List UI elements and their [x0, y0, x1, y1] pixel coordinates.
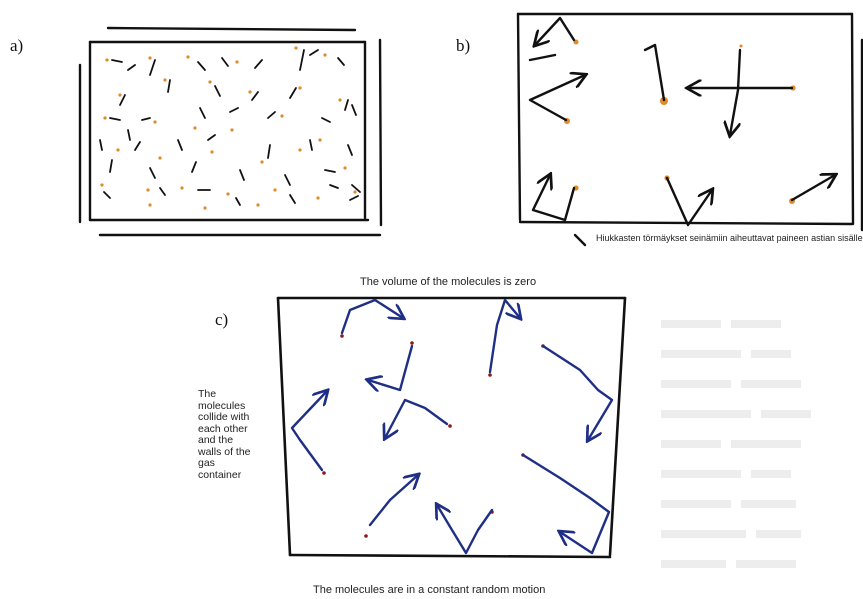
panel-a-label: a)	[10, 36, 24, 55]
panel-c-caption-top: The volume of the molecules is zero	[360, 276, 537, 288]
faint-background-text	[661, 320, 811, 568]
side-caption-line: each other	[198, 422, 248, 435]
panel-b-label: b)	[456, 36, 471, 55]
side-caption-line: and the	[198, 434, 234, 446]
panel-b-caption: Hiukkasten törmäykset seinämiin aiheutta…	[596, 233, 863, 243]
panel-c-container	[276, 296, 627, 559]
side-caption-line: walls of the	[198, 445, 251, 458]
panel-c-label: c)	[215, 310, 229, 329]
side-caption-line: The	[198, 388, 217, 400]
panel-b-container	[516, 12, 863, 247]
panel-b-arrows	[528, 16, 835, 227]
side-caption-line: collide with	[198, 411, 250, 423]
panel-c-side-caption: The molecules collide with each other an…	[198, 388, 268, 481]
side-caption-line: container	[198, 468, 242, 481]
panel-c-caption-bottom: The molecules are in a constant random m…	[313, 584, 546, 596]
panel-c-molecules	[322, 334, 545, 538]
panel-b-molecules	[564, 39, 796, 204]
panel-a-container	[78, 26, 383, 237]
side-caption-line: gas	[198, 457, 215, 469]
panel-c-arrows	[290, 298, 614, 555]
panel-a-molecules	[100, 46, 357, 210]
side-caption-line: molecules	[198, 399, 246, 412]
panel-a-trajectories	[99, 49, 361, 206]
